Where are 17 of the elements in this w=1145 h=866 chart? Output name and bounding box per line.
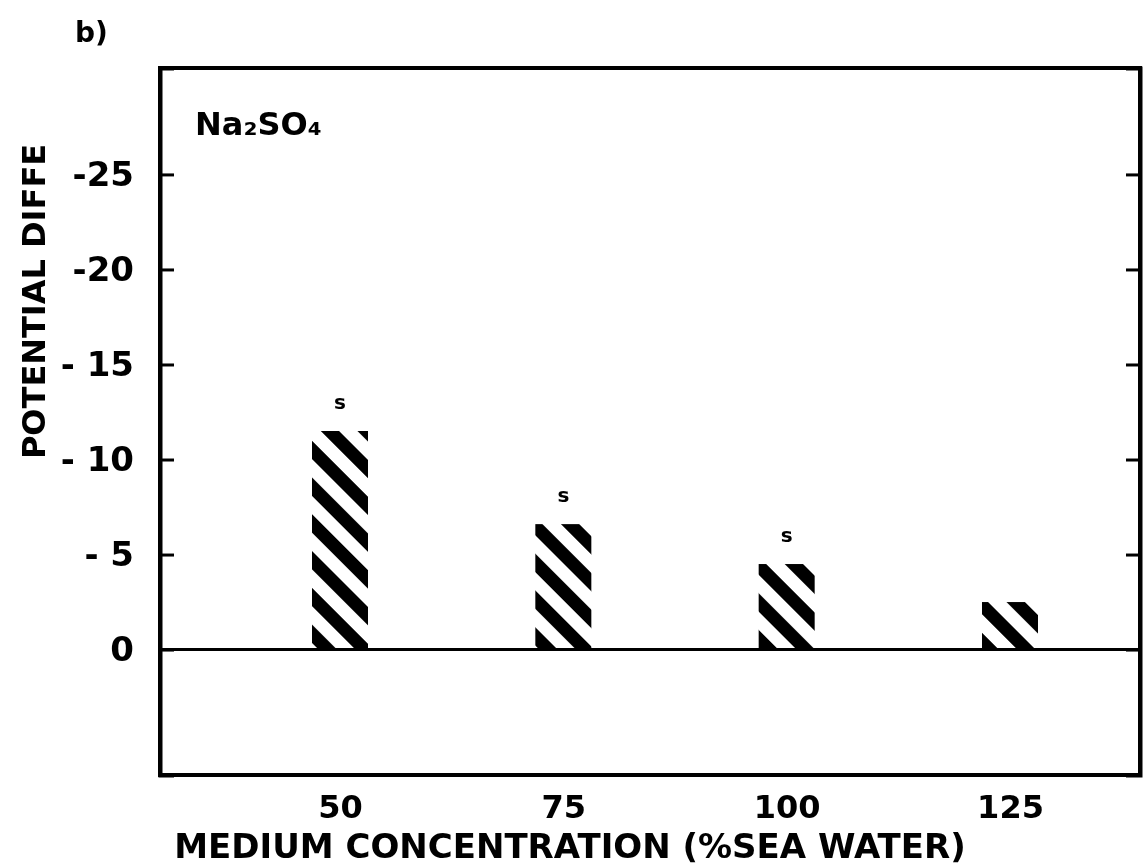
y-tick-label: - 15 xyxy=(60,343,134,384)
data-label: s xyxy=(334,390,346,414)
y-tick-label: -25 xyxy=(72,153,134,194)
y-axis-title: POTENTIAL DIFFE xyxy=(15,143,53,460)
x-tick-label: 125 xyxy=(977,787,1044,826)
y-tick-label: -20 xyxy=(72,248,134,289)
x-axis-title: MEDIUM CONCENTRATION (%SEA WATER) xyxy=(174,826,966,866)
data-label: s xyxy=(557,483,570,508)
text: b) xyxy=(75,16,108,49)
x-tick-label: 75 xyxy=(541,787,587,826)
annotation: Na₂SO₄ xyxy=(195,105,322,143)
y-tick-label: - 10 xyxy=(60,438,134,479)
data-label: s xyxy=(780,523,793,548)
y-tick-label: - 5 xyxy=(84,533,134,574)
y-tick-label: 0 xyxy=(110,628,134,669)
x-tick-label: 100 xyxy=(753,787,821,826)
x-tick-label: 50 xyxy=(318,787,363,826)
